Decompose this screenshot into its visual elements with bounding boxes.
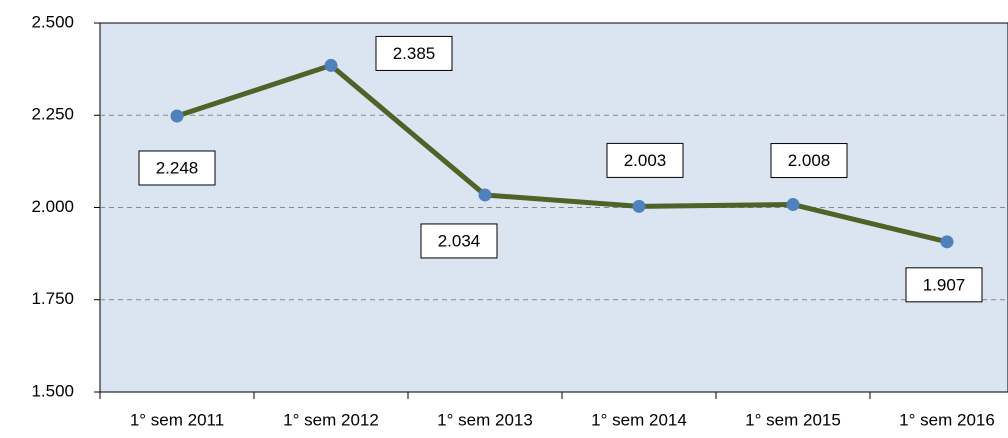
data-label-box xyxy=(138,150,216,186)
y-tick-label: 1.750 xyxy=(31,289,74,308)
data-label-box xyxy=(420,223,498,259)
x-tick-label: 1° sem 2011 xyxy=(130,410,224,429)
data-label: 2.008 xyxy=(788,151,831,170)
data-label-box xyxy=(606,142,684,178)
x-tick-label: 1° sem 2015 xyxy=(745,410,841,429)
marker xyxy=(478,188,492,202)
x-tick-label: 1° sem 2012 xyxy=(283,410,379,429)
x-tick-label: 1° sem 2016 xyxy=(899,410,995,429)
marker xyxy=(940,235,954,249)
x-tick-label: 1° sem 2014 xyxy=(591,410,687,429)
data-label-box xyxy=(375,35,453,71)
y-tick-label: 2.000 xyxy=(31,197,74,216)
marker xyxy=(324,58,338,72)
marker xyxy=(170,109,184,123)
data-label: 2.034 xyxy=(438,231,481,250)
marker xyxy=(632,199,646,213)
line xyxy=(176,62,948,245)
data-label: 2.385 xyxy=(393,44,436,63)
y-tick-label: 2.500 xyxy=(31,12,74,31)
data-label-box xyxy=(770,143,848,179)
x-tick-label: 1° sem 2013 xyxy=(437,410,533,429)
data-label: 1.907 xyxy=(923,275,966,294)
marker xyxy=(786,198,800,212)
y-tick-label: 2.250 xyxy=(31,105,74,124)
data-label-box xyxy=(905,267,983,303)
data-label: 2.248 xyxy=(156,158,199,177)
data-label: 2.003 xyxy=(624,151,667,170)
y-tick-label: 1.500 xyxy=(31,381,74,400)
